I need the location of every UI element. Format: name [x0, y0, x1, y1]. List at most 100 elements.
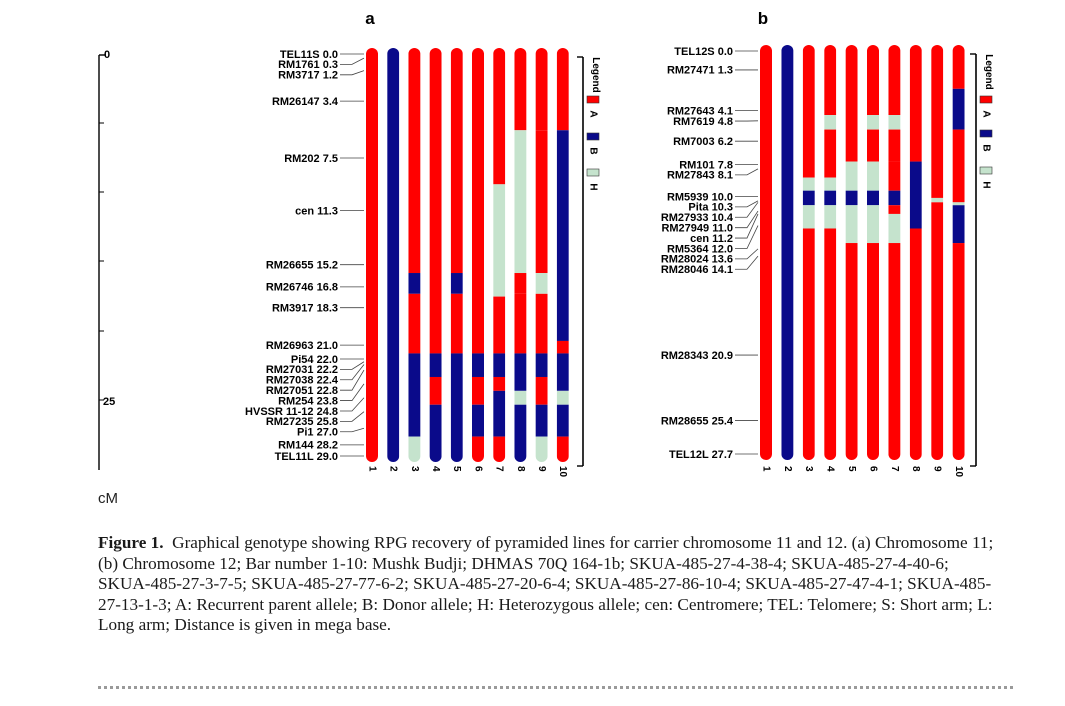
marker-label: RM3717 1.2 — [278, 70, 338, 82]
marker-label: RM26655 15.2 — [266, 260, 338, 272]
bar-number: 1 — [366, 466, 377, 472]
divider-dotted — [98, 686, 1013, 689]
genotype-segment-A — [909, 228, 922, 460]
genotype-segment-H — [535, 436, 548, 462]
bar-number: 2 — [782, 466, 793, 472]
genotype-segment-H — [888, 115, 901, 130]
genotype-segment-H — [514, 390, 527, 405]
genotype-segment-H — [802, 177, 815, 191]
genotype-segment-A — [952, 243, 965, 460]
genotype-segment-A — [429, 48, 442, 354]
genotype-segment-B — [472, 353, 484, 377]
genotype-segment-B — [867, 190, 879, 206]
genotype-segment-A — [450, 48, 463, 274]
marker-label: RM5939 10.0 — [667, 191, 733, 203]
genotype-segment-A — [888, 161, 901, 191]
bar-number: 3 — [803, 466, 814, 472]
marker-leader-line — [735, 255, 759, 270]
genotype-segment-B — [556, 353, 569, 391]
genotype-segment-A — [429, 376, 442, 405]
legend-label-A: A — [587, 110, 598, 117]
marker-label: RM26963 21.0 — [266, 340, 338, 352]
genotype-segment-B — [472, 404, 484, 437]
genotype-segment-A — [408, 293, 421, 354]
panel-title-b: b — [758, 9, 768, 28]
genotype-segment-B — [824, 190, 837, 206]
chromosome-bar-a-6 — [472, 48, 484, 462]
chromosome-bar-a-1 — [366, 48, 378, 462]
bar-number: 8 — [910, 466, 921, 472]
marker-label: RM3917 18.3 — [272, 302, 338, 314]
genotype-segment-H — [556, 390, 569, 405]
marker-leader-line — [340, 369, 365, 391]
bar-number: 10 — [953, 466, 964, 478]
genotype-segment-A — [802, 45, 815, 178]
genotype-segment-H — [867, 205, 879, 244]
marker-label: Pita 10.3 — [688, 202, 733, 214]
legend-title: Legend — [983, 54, 994, 90]
genotype-segment-B — [514, 353, 527, 391]
marker-label: RM27471 1.3 — [667, 65, 733, 77]
genotype-segment-H — [824, 177, 837, 191]
chromosome-bar-a-10 — [556, 48, 569, 462]
chromosome-bar-a-4 — [429, 48, 442, 462]
marker-label: RM28046 14.1 — [661, 264, 733, 276]
genotype-segment-A — [493, 48, 506, 185]
bar-number: 5 — [451, 466, 462, 472]
genotype-segment-A — [888, 205, 901, 214]
legend-label-B: B — [587, 147, 598, 154]
genotype-segment-A — [450, 293, 463, 354]
genotype-segment-H — [952, 202, 965, 206]
legend-label-B: B — [980, 144, 991, 151]
axis-tick-label-25: 25 — [103, 396, 115, 408]
marker-label: RM27843 8.1 — [667, 170, 733, 182]
bar-number: 6 — [472, 466, 483, 472]
genotype-segment-A — [535, 130, 548, 274]
genotype-segment-A — [493, 436, 506, 462]
caption-text: Graphical genotype showing RPG recovery … — [98, 533, 994, 634]
genotype-segment-H — [824, 205, 837, 229]
marker-label: RM26147 3.4 — [272, 96, 339, 108]
marker-leader-line — [340, 383, 365, 401]
bar-number: 1 — [760, 466, 771, 472]
chromosome-bar-b-9 — [931, 45, 944, 460]
marker-label: RM254 23.8 — [278, 395, 338, 407]
genotype-segment-B — [535, 404, 548, 437]
genotype-segment-A — [952, 45, 965, 89]
genotype-segment-A — [514, 48, 527, 131]
chromosome-bar-b-4 — [824, 45, 837, 460]
chromosome-bar-a-3 — [408, 48, 421, 462]
legend-label-A: A — [980, 110, 991, 117]
genotype-segment-B — [408, 273, 421, 294]
axis-tick-label-0: 0 — [104, 49, 110, 61]
genotype-segment-A — [556, 436, 569, 462]
chromosome-bar-a-7 — [493, 48, 506, 462]
marker-leader-line — [340, 397, 365, 412]
chromosome-bar-b-3 — [802, 45, 815, 460]
marker-leader-line — [340, 70, 365, 76]
bar-number: 2 — [388, 466, 399, 472]
genotype-segment-H — [888, 213, 901, 244]
genotype-segment-B — [450, 273, 463, 294]
legend-swatch-A — [586, 95, 600, 104]
genotype-segment-A — [514, 273, 527, 294]
marker-label: TEL11S 0.0 — [280, 49, 338, 61]
genotype-segment-A — [867, 129, 879, 162]
bar-number: 4 — [430, 466, 441, 472]
genotype-segment-A — [408, 48, 421, 274]
marker-label: RM28655 25.4 — [661, 415, 734, 427]
marker-label: Pi54 22.0 — [291, 354, 338, 366]
genotype-segment-A — [472, 376, 484, 405]
genotype-segment-A — [952, 129, 965, 203]
marker-label: RM28343 20.9 — [661, 350, 733, 362]
marker-label: RM27031 22.2 — [266, 364, 338, 376]
marker-label: RM101 7.8 — [679, 159, 733, 171]
genotype-segment-H — [514, 130, 527, 274]
bar-number: 7 — [889, 466, 900, 472]
genotype-segment-B — [408, 353, 421, 437]
genotype-segment-A — [931, 202, 944, 460]
bar-number: 9 — [536, 466, 547, 472]
legend-label-H: H — [980, 181, 991, 188]
genotype-segment-B — [493, 353, 506, 377]
genotype-segment-B — [514, 404, 527, 462]
